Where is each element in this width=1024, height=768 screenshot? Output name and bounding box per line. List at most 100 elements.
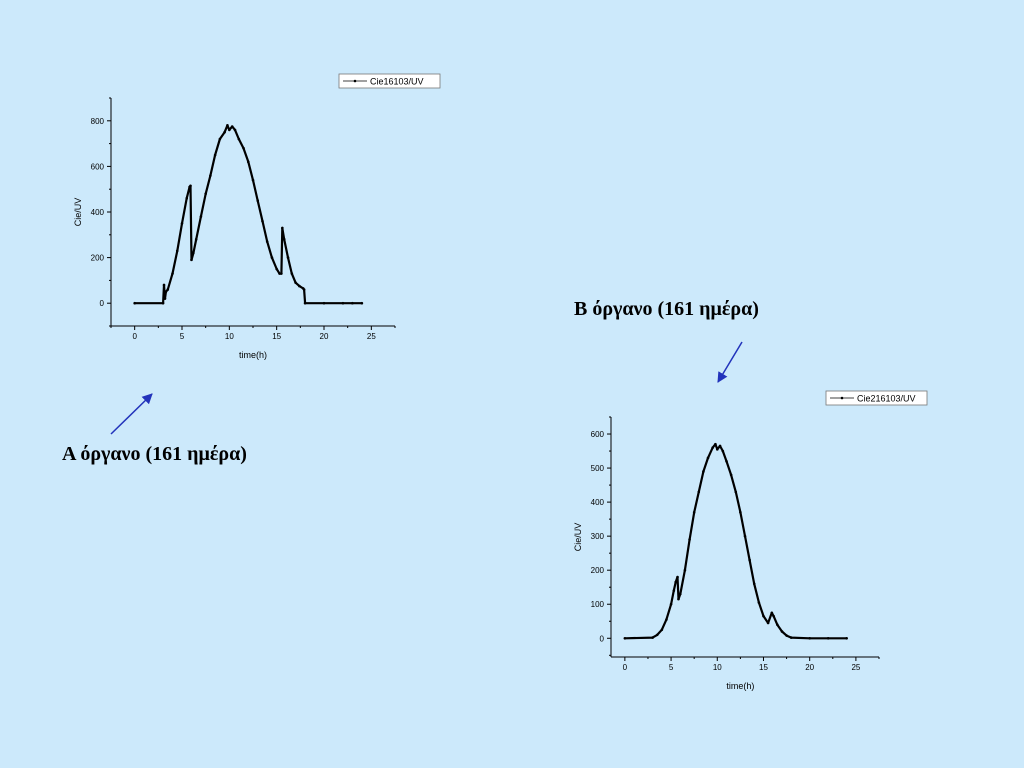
data-point [281,226,284,230]
y-tick-label: 100 [591,600,605,609]
data-point [133,301,136,305]
data-point [228,128,231,132]
caption-instrument-a: A όργανο (161 ημέρα) [62,443,247,465]
data-point [780,630,784,633]
data-point [714,442,717,446]
data-point [711,446,714,449]
data-point [230,125,234,128]
y-tick-label: 300 [591,532,605,541]
y-tick-label: 400 [591,498,605,507]
data-point [223,130,226,134]
data-point [294,281,297,284]
x-tick-label: 15 [272,332,281,341]
data-point [697,490,701,494]
data-point [743,534,747,538]
x-tick-label: 5 [180,332,185,341]
data-point [789,636,793,639]
data-point [748,558,751,562]
data-point [280,272,283,275]
x-tick-label: 20 [320,332,329,341]
y-tick-label: 0 [100,299,105,308]
data-point [665,618,668,621]
data-point [706,456,710,460]
data-point [302,288,306,291]
data-point [275,267,278,271]
data-point [718,444,722,448]
y-tick-label: 400 [91,208,105,217]
data-point [265,240,269,243]
data-point [233,128,237,132]
y-tick-label: 600 [591,430,605,439]
data-point [826,636,830,640]
legend: Cie16103/UV [338,73,441,89]
data-point [278,272,281,275]
data-point [360,301,364,305]
data-point [218,137,222,141]
y-tick-label: 0 [600,634,605,643]
data-point [683,568,687,572]
data-point [766,621,770,625]
data-point [725,459,728,463]
data-point [677,597,680,601]
data-point [298,284,301,288]
data-point [251,178,255,182]
data-point [702,470,705,473]
legend-marker [840,396,844,400]
y-tick-label: 500 [591,464,605,473]
x-tick-label: 25 [367,332,376,341]
data-point [209,174,212,177]
data-point [213,153,217,157]
data-point [341,301,345,305]
x-axis-title: time(h) [239,350,267,360]
data-point [192,251,195,255]
data-point [322,301,326,305]
x-tick-label: 10 [225,332,234,341]
data-point [256,199,260,202]
data-point [226,124,229,127]
legend-box [338,73,441,89]
data-point [351,301,354,305]
data-point [185,197,189,200]
x-axis-title: time(h) [726,681,754,691]
data-point [808,636,811,640]
data-point [286,256,290,259]
data-point [246,160,250,164]
data-point [729,473,733,477]
data-point [674,580,677,584]
y-tick-label: 200 [91,254,105,263]
data-point [651,636,654,639]
legend-label: Cie16103/UV [370,77,424,87]
data-point [270,256,274,259]
x-tick-label: 0 [623,663,628,672]
data-point [242,146,245,150]
data-point [194,238,198,241]
y-tick-label: 200 [591,566,605,575]
data-point [161,301,165,305]
x-tick-label: 25 [851,663,860,672]
data-point [672,589,676,592]
y-axis-title: Cie/UV [573,523,583,552]
x-tick-label: 5 [669,663,674,672]
data-point [303,301,307,305]
y-tick-label: 800 [91,117,105,126]
y-axis-title: Cie/UV [73,198,83,227]
data-point [757,601,761,604]
data-point [692,511,696,514]
data-point [175,249,179,253]
data-point [776,623,779,626]
y-tick-label: 600 [91,162,105,171]
data-point [655,633,659,637]
data-point [190,258,193,262]
x-tick-label: 15 [759,663,768,672]
x-tick-label: 20 [805,663,814,672]
legend-label: Cie216103/UV [857,394,916,404]
caption-instrument-b: B όργανο (161 ημέρα) [574,298,759,320]
data-point [166,288,170,291]
chart-cie16103: 0 5 10 15 20 25 0 200 400 600 800 time(h) Cie/UV Cie1… [73,73,441,360]
data-point [623,636,627,640]
legend-box [825,390,928,406]
x-tick-label: 0 [132,332,137,341]
data-point [762,614,765,618]
data-point [739,511,742,514]
